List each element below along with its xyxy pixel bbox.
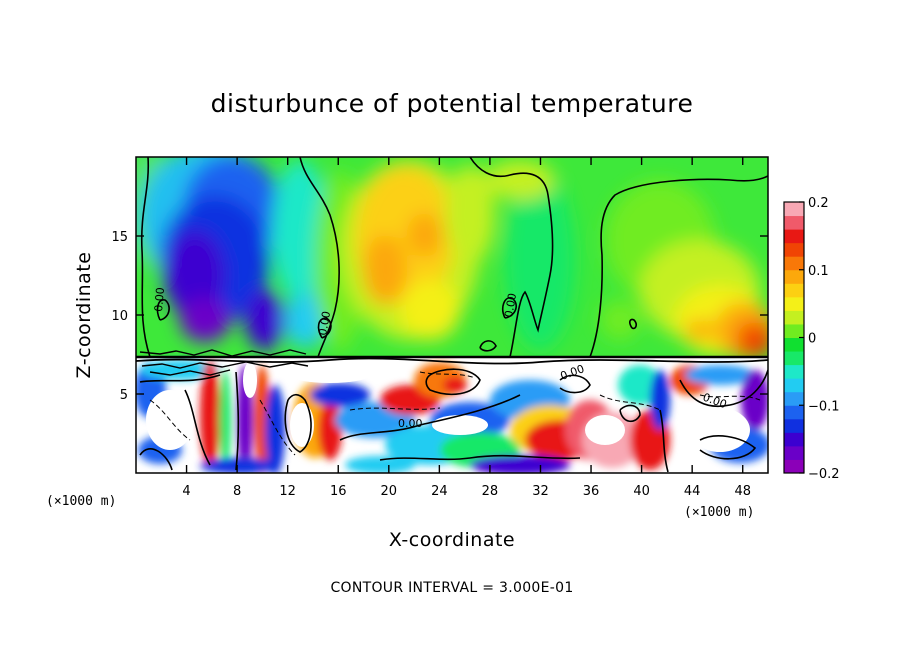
colorbar-swatch <box>784 283 804 298</box>
colorbar-swatch <box>784 418 804 433</box>
colorbar-swatch <box>784 364 804 379</box>
contour-interval: CONTOUR INTERVAL = 3.000E-01 <box>330 580 573 596</box>
colorbar-swatch <box>784 337 804 352</box>
x-tick-label: 44 <box>684 484 701 499</box>
colorbar-swatch <box>784 310 804 325</box>
lower-field <box>136 357 768 473</box>
y-tick-label: 15 <box>111 230 128 245</box>
x-tick-label: 4 <box>182 484 190 499</box>
y-tick-label: 5 <box>120 388 128 403</box>
colorbar-tick-label: −0.2 <box>808 467 840 482</box>
colorbar-swatch <box>784 202 804 217</box>
y-unit-note: (×1000 m) <box>684 505 754 520</box>
contour-label: 0.00 <box>398 417 423 430</box>
colorbar-swatch <box>784 296 804 311</box>
colorbar-swatch <box>784 323 804 338</box>
contour-label: 0.00 <box>316 310 333 336</box>
x-tick-label: 16 <box>330 484 347 499</box>
x-tick-label: 12 <box>279 484 296 499</box>
colorbar: 0.2 0.1 0 −0.1 −0.2 <box>783 196 840 482</box>
colorbar-tick-label: 0.1 <box>808 264 829 279</box>
colorbar-swatch <box>784 445 804 460</box>
x-tick-label: 28 <box>482 484 499 499</box>
x-unit-note: (×1000 m) <box>46 494 116 509</box>
x-tick-label: 8 <box>233 484 241 499</box>
x-tick-label: 32 <box>532 484 549 499</box>
colorbar-swatch <box>784 256 804 271</box>
y-tick-label: 10 <box>111 309 128 324</box>
colorbar-swatch <box>784 215 804 230</box>
x-tick-label: 40 <box>633 484 650 499</box>
colorbar-tick-label: −0.1 <box>808 399 840 414</box>
contour-label: 0.00 <box>152 287 167 313</box>
plot-area <box>136 157 768 473</box>
x-tick-label: 24 <box>431 484 448 499</box>
boundary-noise <box>139 349 309 376</box>
x-tick-label: 20 <box>381 484 398 499</box>
chart-title: disturbunce of potential temperature <box>211 89 694 118</box>
colorbar-swatch <box>784 432 804 447</box>
colorbar-swatch <box>784 405 804 420</box>
colorbar-swatch <box>784 351 804 366</box>
contour-lines <box>136 157 768 473</box>
colorbar-swatch <box>784 242 804 257</box>
colorbar-tick-label: 0 <box>808 332 816 347</box>
colorbar-swatch <box>784 378 804 393</box>
colorbar-swatch <box>784 459 804 474</box>
contour-label: 0.00 <box>502 292 519 318</box>
x-axis-label: X-coordinate <box>389 529 515 551</box>
colorbar-tick-label: 0.2 <box>808 196 829 211</box>
upper-field <box>136 157 768 358</box>
colorbar-swatch <box>784 391 804 406</box>
y-axis: 5 10 15 <box>111 230 768 403</box>
contour-lines-dashed <box>149 371 761 456</box>
colorbar-swatch <box>784 269 804 284</box>
x-axis: 4 8 12 16 20 24 28 32 36 40 44 48 <box>182 157 751 499</box>
x-tick-label: 36 <box>583 484 600 499</box>
colorbar-swatch <box>784 229 804 244</box>
y-axis-label: Z-coordinate <box>73 252 95 379</box>
x-tick-label: 48 <box>734 484 751 499</box>
